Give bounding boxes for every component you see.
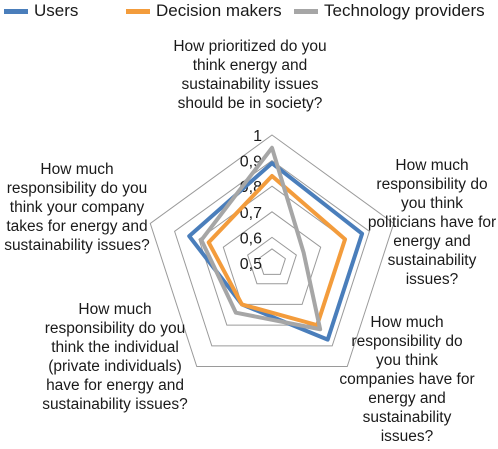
axis-label-companies: How much responsibility do you think com… <box>339 314 475 445</box>
grid-ring <box>258 248 286 275</box>
tick-label: 0,6 <box>240 230 262 247</box>
legend-item-users: Users <box>4 1 78 21</box>
legend-item-technology-providers: Technology providers <box>294 1 485 21</box>
tick-label: 1 <box>253 128 262 145</box>
legend-swatch-users <box>4 8 28 14</box>
grid-ring <box>222 211 322 305</box>
axis-label-prioritized: How prioritized do you think energy and … <box>173 38 327 112</box>
legend-label-technology-providers: Technology providers <box>324 1 485 20</box>
legend-swatch-decision-makers <box>126 8 150 14</box>
series-line-decision-makers <box>206 173 348 328</box>
legend-label-users: Users <box>34 1 79 20</box>
tick-label: 0,5 <box>240 256 262 273</box>
legend-label-decision-makers: Decision makers <box>156 1 282 20</box>
legend: Users Decision makers Technology provide… <box>0 0 498 26</box>
grid-ring <box>174 159 370 347</box>
radar-series <box>187 145 365 342</box>
legend-swatch-technology-providers <box>294 8 318 14</box>
axis-label-individual: How much responsibility do you think the… <box>42 301 188 413</box>
grid-ring <box>247 236 297 285</box>
grid-ring <box>149 134 395 368</box>
tick-label: 0,7 <box>240 205 262 222</box>
axis-label-company-takes: How much responsibility do you think you… <box>4 161 150 254</box>
axis-label-politicians: How much responsibility do you think pol… <box>367 157 497 288</box>
series-line-technology-providers <box>199 145 323 332</box>
legend-item-decision-makers: Decision makers <box>126 1 282 21</box>
